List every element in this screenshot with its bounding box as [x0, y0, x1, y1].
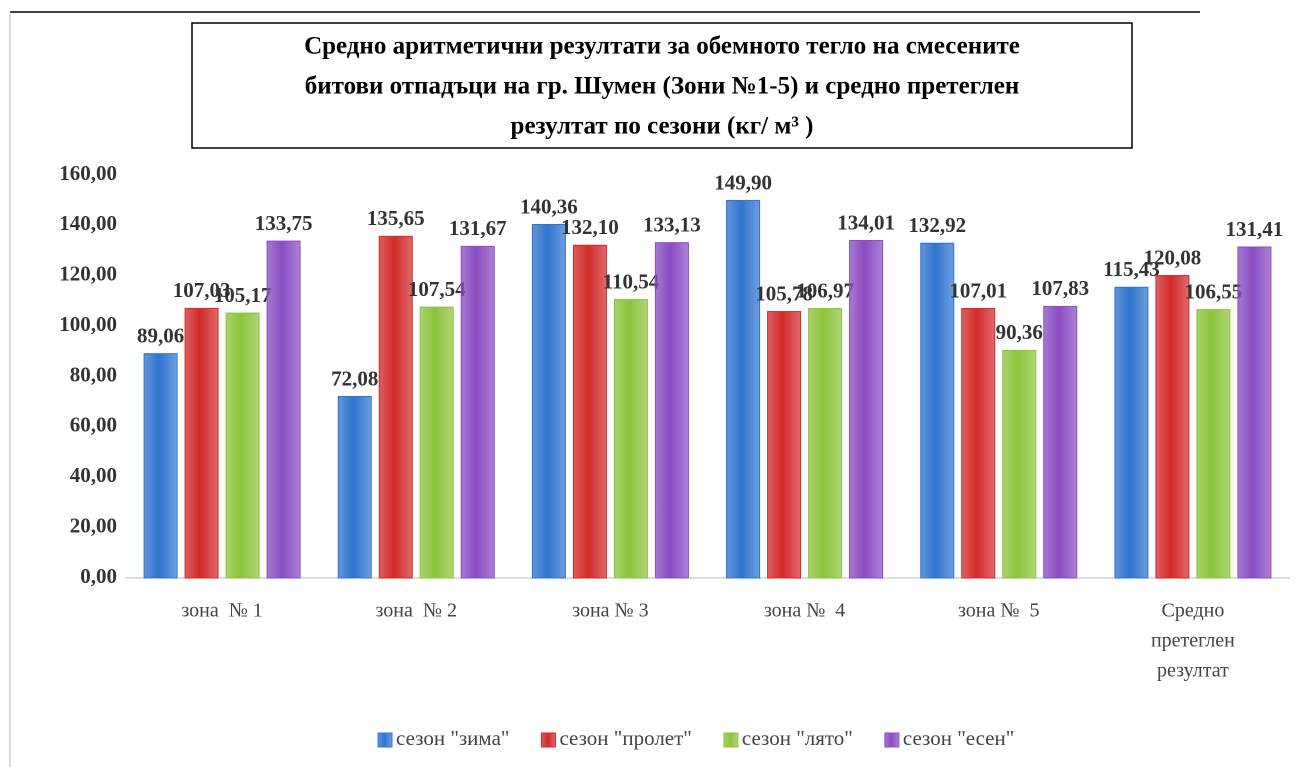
- bar: [767, 311, 802, 579]
- bar: [1196, 309, 1231, 579]
- value-label: 107,54: [408, 277, 466, 301]
- x-tick-label: резултат: [1157, 660, 1229, 682]
- y-tick-label: 20,00: [70, 513, 117, 537]
- value-label: 110,54: [603, 269, 660, 293]
- legend-swatch: [540, 732, 556, 748]
- y-tick-label: 40,00: [70, 463, 117, 487]
- bar: [849, 239, 884, 579]
- value-label: 106,55: [1185, 279, 1243, 303]
- bar: [378, 235, 413, 579]
- bar: [531, 223, 566, 579]
- y-tick-label: 100,00: [59, 312, 117, 336]
- bar: [419, 306, 454, 579]
- legend-label: сезон "зима": [396, 726, 509, 750]
- value-label: 90,36: [996, 320, 1043, 344]
- x-tick-label: зона № 1: [181, 600, 262, 622]
- value-label: 132,10: [561, 215, 619, 239]
- value-label: 131,41: [1226, 217, 1284, 241]
- x-tick-label: претеглен: [1151, 630, 1235, 652]
- bar: [1155, 275, 1190, 579]
- value-label: 89,06: [137, 323, 184, 347]
- legend-swatch: [884, 732, 900, 748]
- bar: [143, 353, 178, 579]
- value-label: 120,08: [1144, 245, 1202, 269]
- x-tick-label: Средно: [1161, 600, 1224, 622]
- y-tick-label: 140,00: [59, 211, 117, 235]
- legend-label: сезон "пролет": [559, 726, 691, 750]
- value-label: 72,08: [331, 366, 378, 390]
- value-label: 135,65: [367, 206, 425, 230]
- bar: [654, 242, 689, 579]
- bar: [1002, 349, 1037, 579]
- bar: [266, 240, 301, 579]
- legend-label: сезон "лято": [742, 726, 853, 750]
- legend-label: сезон "есен": [903, 726, 1014, 750]
- y-tick-label: 0,00: [80, 564, 117, 588]
- bar: [613, 299, 648, 579]
- legend-swatch: [377, 732, 393, 748]
- chart-title: резултат по сезони (кг/ м³ ): [511, 113, 814, 140]
- bar: [920, 242, 955, 579]
- value-label: 105,17: [214, 283, 272, 307]
- bar: [1043, 305, 1078, 579]
- x-tick-label: зона № 5: [958, 600, 1039, 622]
- value-label: 105,78: [755, 281, 813, 305]
- value-label: 131,67: [449, 216, 507, 240]
- bar: [184, 307, 219, 579]
- bar: [1114, 286, 1149, 579]
- value-label: 132,92: [908, 213, 966, 237]
- title-box: [191, 22, 1133, 149]
- value-label: 107,03: [173, 278, 231, 302]
- value-label: 133,13: [643, 212, 701, 236]
- x-tick-label: зона № 2: [376, 600, 457, 622]
- value-label: 107,83: [1031, 276, 1089, 300]
- bar: [726, 199, 761, 579]
- value-label: 107,01: [949, 278, 1007, 302]
- bar: [460, 245, 495, 579]
- bar: [1237, 246, 1272, 579]
- bar: [961, 307, 996, 579]
- value-label: 134,01: [837, 210, 895, 234]
- y-tick-label: 120,00: [59, 262, 117, 286]
- value-label: 106,97: [796, 278, 854, 302]
- legend-swatch: [723, 732, 739, 748]
- value-label: 149,90: [714, 170, 772, 194]
- y-tick-label: 160,00: [59, 161, 117, 185]
- y-tick-label: 60,00: [70, 413, 117, 437]
- bar: [337, 395, 372, 579]
- value-label: 140,36: [520, 194, 578, 218]
- bar: [572, 244, 607, 579]
- bar: [808, 308, 843, 579]
- x-tick-label: зона № 3: [572, 600, 648, 622]
- y-tick-label: 80,00: [70, 362, 117, 386]
- value-label: 133,75: [255, 211, 313, 235]
- chart-title: Средно аритметични резултати за обемното…: [304, 33, 1020, 60]
- value-label: 115,43: [1103, 257, 1160, 281]
- bar: [225, 312, 260, 579]
- chart-title: битови отпадъци на гр. Шумен (Зони №1-5)…: [305, 73, 1020, 100]
- x-tick-label: зона № 4: [764, 600, 845, 622]
